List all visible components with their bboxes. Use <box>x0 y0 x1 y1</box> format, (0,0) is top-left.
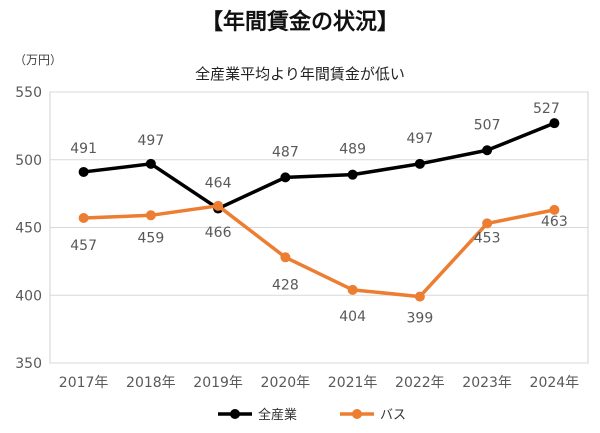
legend-item: バス <box>340 408 406 423</box>
data-point <box>549 204 560 215</box>
legend-swatch-marker <box>230 409 240 419</box>
y-tick-label: 500 <box>15 153 42 169</box>
data-point <box>482 218 493 229</box>
data-label: 507 <box>474 117 501 133</box>
data-point <box>280 252 291 263</box>
legend-label: バス <box>380 408 406 423</box>
series <box>78 118 560 302</box>
legend-swatch-marker <box>352 409 362 419</box>
data-label: 428 <box>272 277 299 293</box>
data-label: 497 <box>407 131 434 147</box>
data-point <box>280 172 291 183</box>
x-tick-label: 2019年 <box>193 375 243 391</box>
legend-label: 全産業 <box>258 407 297 423</box>
gridlines <box>50 91 588 364</box>
data-point <box>482 145 493 156</box>
x-tick-label: 2023年 <box>462 375 512 391</box>
y-tick-label: 550 <box>15 85 42 101</box>
data-label: 463 <box>541 214 568 230</box>
x-tick-label: 2020年 <box>261 375 311 391</box>
data-point <box>213 200 224 211</box>
data-label: 404 <box>339 309 366 325</box>
data-label: 466 <box>205 225 232 241</box>
data-label: 527 <box>533 101 560 117</box>
y-tick-label: 350 <box>15 356 42 372</box>
data-label: 491 <box>70 141 97 157</box>
data-point <box>414 158 425 169</box>
series-バス <box>78 200 560 302</box>
series-line <box>83 121 556 211</box>
data-label: 453 <box>474 230 501 246</box>
data-label: 464 <box>205 176 232 192</box>
x-tick-label: 2024年 <box>530 375 580 391</box>
legend: 全産業 バス <box>218 407 406 423</box>
data-labels: 491 497 464 487 489 497 507 527 457 459 466 428 404 3… <box>70 101 567 326</box>
data-point <box>549 118 560 129</box>
y-tick-label: 400 <box>15 288 42 304</box>
x-tick-label: 2022年 <box>395 375 445 391</box>
chart-title: 全産業平均より年間賃金が低い <box>195 65 405 83</box>
page-title: 【年間賃金の状況】 <box>200 10 399 35</box>
data-point <box>78 166 89 177</box>
data-point <box>414 291 425 302</box>
data-point <box>347 284 358 295</box>
data-label: 459 <box>138 230 165 246</box>
data-label: 489 <box>339 142 366 158</box>
data-label: 497 <box>138 133 165 149</box>
x-tick-label: 2018年 <box>126 375 176 391</box>
series-line <box>83 204 555 299</box>
data-point <box>347 169 358 180</box>
data-label: 457 <box>70 238 97 254</box>
y-axis-unit-label: （万円） <box>14 53 62 67</box>
data-point <box>145 158 156 169</box>
legend-item: 全産業 <box>218 407 297 423</box>
data-point <box>145 210 156 221</box>
data-label: 487 <box>272 144 299 160</box>
y-tick-label: 450 <box>15 221 42 237</box>
y-axis: 350 400 450 500 550 <box>15 85 42 372</box>
data-point <box>78 213 89 224</box>
x-axis: 2017年 2018年 2019年 2020年 2021年 2022年 2023年 2024年 <box>59 375 579 391</box>
x-tick-label: 2017年 <box>59 375 109 391</box>
data-label: 399 <box>407 311 434 327</box>
x-tick-label: 2021年 <box>328 375 378 391</box>
